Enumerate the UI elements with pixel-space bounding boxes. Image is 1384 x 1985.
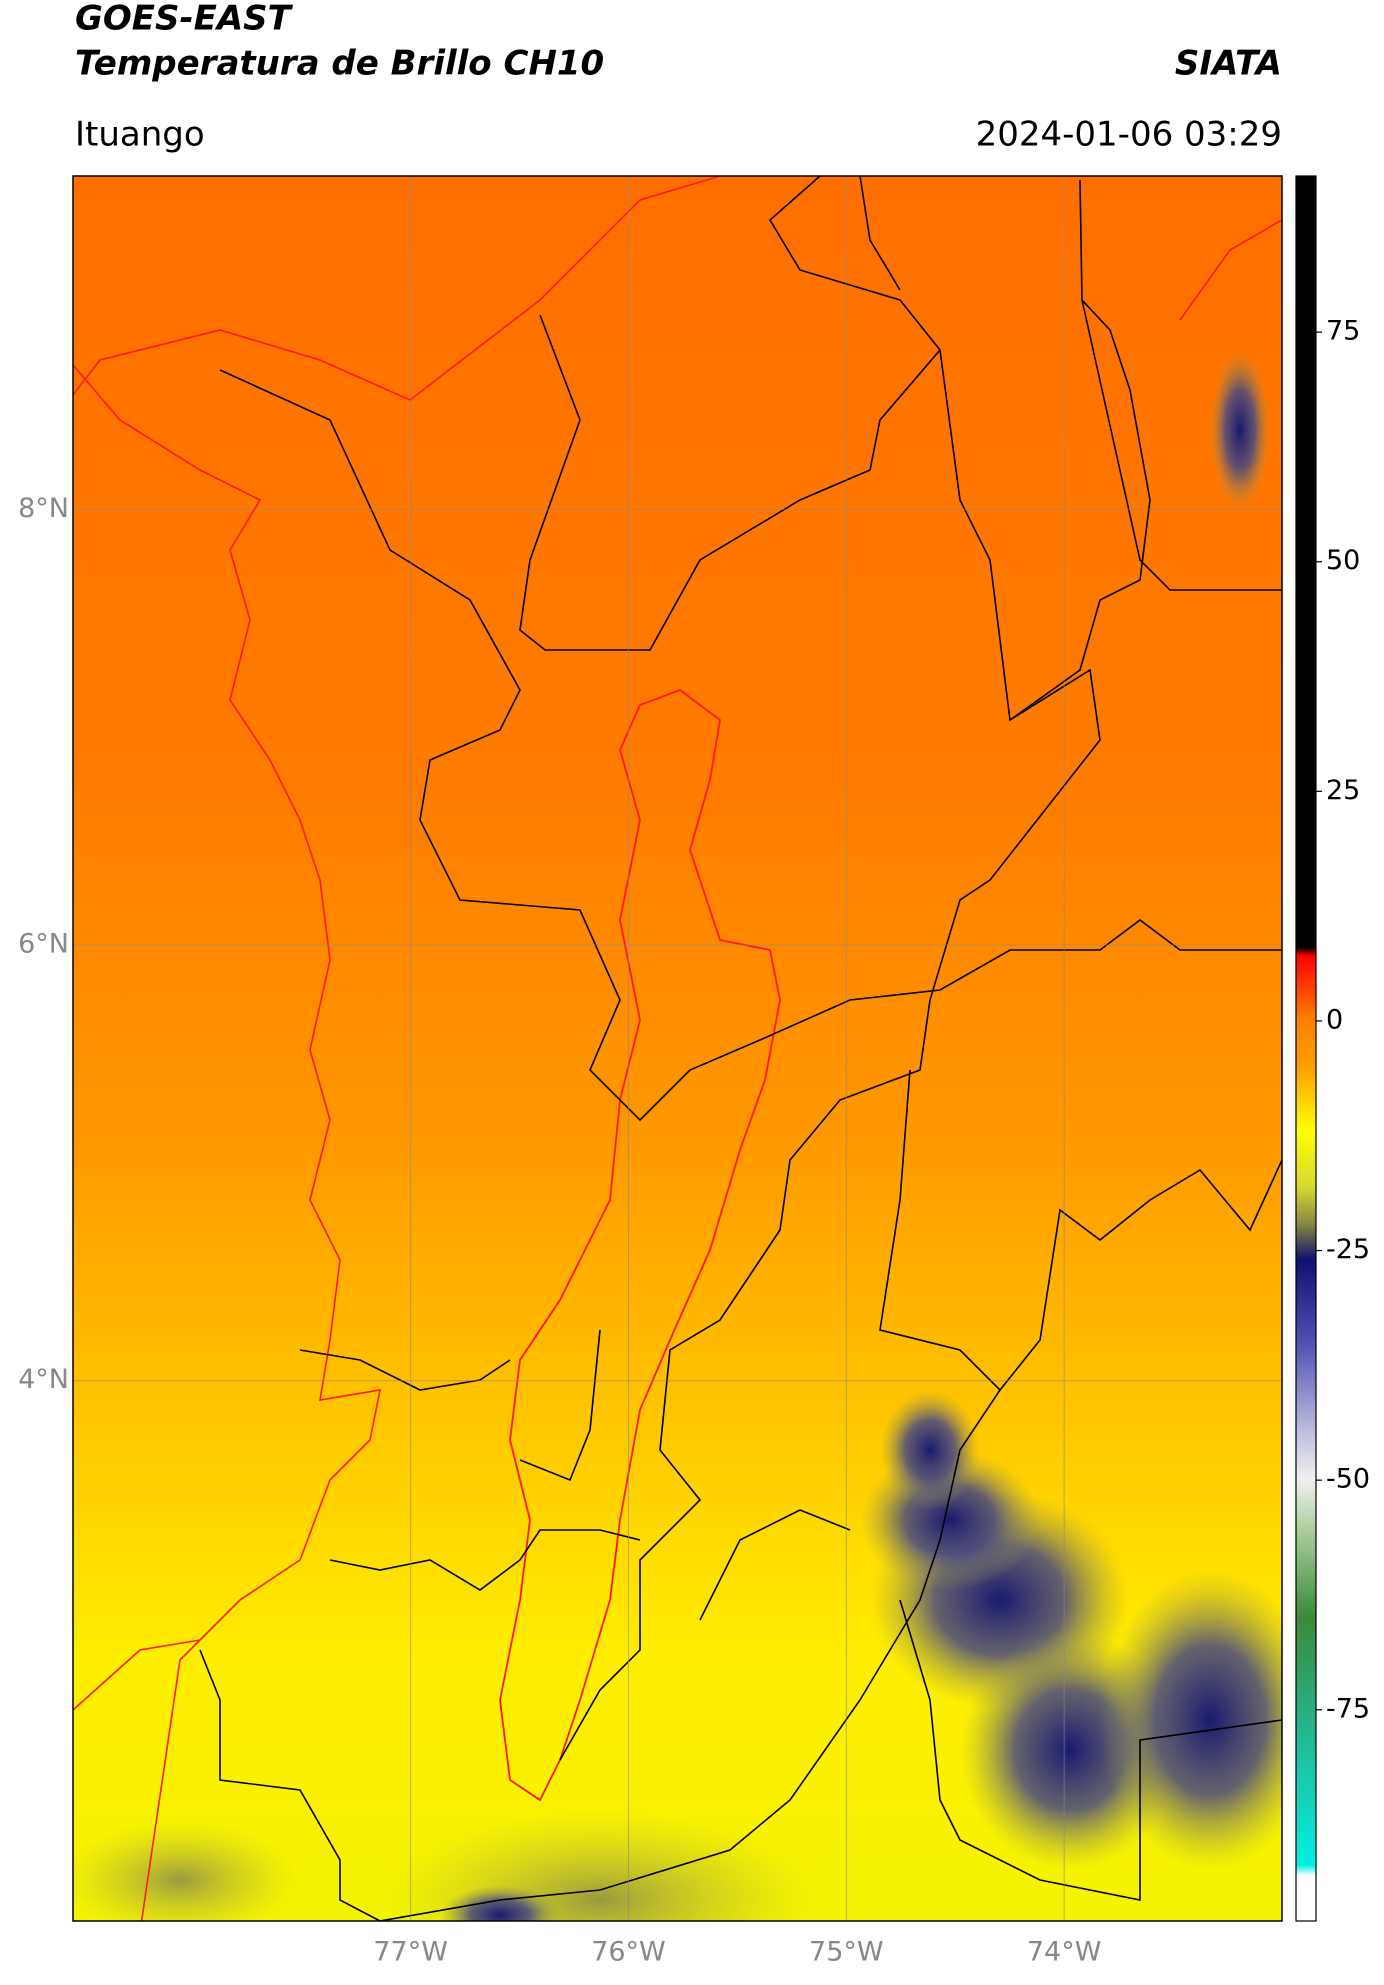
colorbar-tick-label: -75 [1326, 1693, 1370, 1724]
x-tick-label: 74°W [1027, 1937, 1102, 1968]
location: Ituango [75, 115, 205, 155]
map-frame [72, 175, 1283, 1922]
colorbar [1295, 175, 1317, 1922]
colorbar-tick-label: -50 [1326, 1464, 1370, 1495]
colorbar-tick-label: 0 [1326, 1004, 1343, 1035]
colorbar-tick-label: 75 [1326, 316, 1360, 347]
x-tick-label: 77°W [373, 1937, 448, 1968]
y-tick-label: 8°N [18, 493, 69, 524]
y-tick-label: 4°N [18, 1364, 69, 1395]
source: SIATA [1175, 44, 1282, 84]
colorbar-tick-label: 50 [1326, 545, 1360, 576]
colorbar-tick-label: 25 [1326, 775, 1360, 806]
y-tick-label: 6°N [18, 929, 69, 960]
title: GOES-EAST [75, 0, 294, 39]
subtitle: Temperatura de Brillo CH10 [75, 44, 604, 84]
colorbar-ticks: 75 50 25 0 -25 -50 -75 [1316, 316, 1370, 1724]
colorbar-tick-label: -25 [1326, 1234, 1370, 1265]
x-tick-label: 76°W [591, 1937, 666, 1968]
grid: 77°W 76°W 75°W 74°W 8°N 6°N 4°N [18, 176, 1282, 1968]
timestamp: 2024-01-06 03:29 [976, 115, 1282, 155]
x-tick-label: 75°W [809, 1937, 884, 1968]
map-image [73, 176, 1282, 1921]
